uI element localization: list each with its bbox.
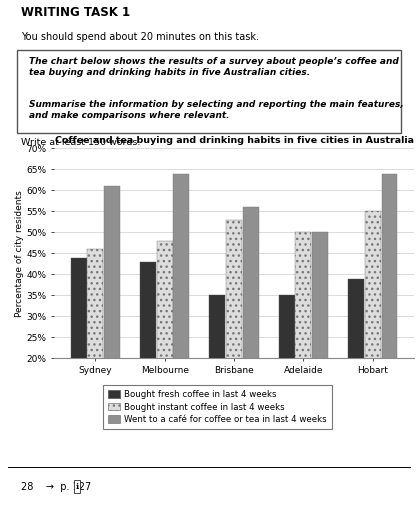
Bar bbox=[140, 262, 156, 442]
FancyBboxPatch shape bbox=[17, 50, 401, 133]
Text: You should spend about 20 minutes on this task.: You should spend about 20 minutes on thi… bbox=[21, 32, 259, 41]
Bar bbox=[296, 232, 311, 442]
Bar bbox=[157, 241, 173, 442]
Bar bbox=[209, 295, 225, 442]
Bar bbox=[71, 258, 87, 442]
Text: 28    →  p. 127: 28 → p. 127 bbox=[21, 482, 91, 492]
Bar bbox=[173, 174, 189, 442]
Text: Write at least 150 words.: Write at least 150 words. bbox=[21, 138, 140, 146]
Bar bbox=[87, 249, 103, 442]
Bar bbox=[104, 186, 120, 442]
Legend: Bought fresh coffee in last 4 weeks, Bought instant coffee in last 4 weeks, Went: Bought fresh coffee in last 4 weeks, Bou… bbox=[103, 385, 332, 429]
Text: ℹ: ℹ bbox=[75, 482, 78, 491]
Text: The chart below shows the results of a survey about people’s coffee and tea buyi: The chart below shows the results of a s… bbox=[29, 57, 399, 77]
Bar bbox=[382, 174, 398, 442]
Bar bbox=[365, 211, 381, 442]
Text: Summarise the information by selecting and reporting the main features, and make: Summarise the information by selecting a… bbox=[29, 100, 404, 120]
Text: WRITING TASK 1: WRITING TASK 1 bbox=[21, 6, 130, 19]
Bar bbox=[226, 220, 242, 442]
Bar bbox=[279, 295, 295, 442]
Bar bbox=[348, 279, 364, 442]
Y-axis label: Percentage of city residents: Percentage of city residents bbox=[15, 190, 24, 317]
Text: Coffee and tea buying and drinking habits in five cities in Australia: Coffee and tea buying and drinking habit… bbox=[55, 136, 414, 145]
Bar bbox=[312, 232, 328, 442]
Bar bbox=[243, 207, 259, 442]
